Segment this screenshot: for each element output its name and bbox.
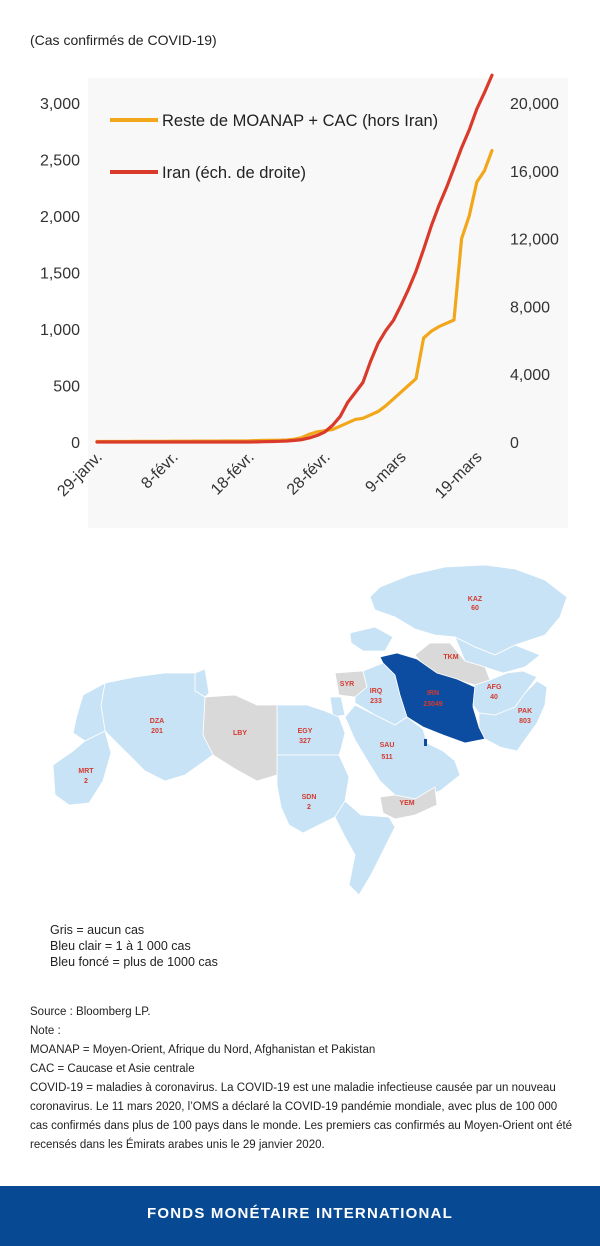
map-label-irn-value: 23049 [423, 701, 443, 708]
map-label-kaz: KAZ [468, 596, 483, 603]
map-label-pak-value: 803 [519, 718, 531, 725]
y-right-axis: 0 4,000 8,000 12,000 16,000 20,000 [510, 96, 559, 452]
map-label-yem: YEM [399, 800, 414, 807]
source-text: Source : Bloomberg LP. [30, 1006, 151, 1018]
map-label-kaz-value: 60 [471, 605, 479, 612]
map-country-sau [344, 704, 461, 800]
map-country-yem [379, 786, 438, 820]
y-left-tick-label: 2,000 [40, 209, 80, 226]
map-country-lby [202, 694, 278, 782]
y-left-tick-label: 1,000 [40, 322, 80, 339]
legend-dark-blue: Bleu foncé = plus de 1000 cas [50, 955, 218, 969]
note-moanap: MOANAP = Moyen-Orient, Afrique du Nord, … [30, 1044, 376, 1056]
map-label-syr: SYR [340, 681, 354, 688]
y-right-tick-label: 20,000 [510, 96, 559, 113]
map-country-pak [478, 680, 548, 752]
map-label-tkm: TKM [443, 654, 458, 661]
map-label-mrt-value: 2 [84, 778, 88, 785]
map-label-irq-value: 233 [370, 698, 382, 705]
y-left-tick-label: 0 [71, 435, 80, 452]
map-country-levant [329, 696, 346, 718]
y-left-tick-label: 3,000 [40, 96, 80, 113]
y-right-tick-label: 12,000 [510, 232, 559, 249]
map-country-mar [72, 682, 106, 742]
legend-label-0: Reste de MOANAP + CAC (hors Iran) [162, 112, 438, 130]
map-label-dza-value: 201 [151, 728, 163, 735]
map-country-dza [100, 672, 214, 782]
legend-label-1: Iran (éch. de droite) [162, 164, 306, 182]
map-label-dza: DZA [150, 718, 164, 725]
series-lines [95, 73, 494, 444]
y-left-tick-label: 1,500 [40, 266, 80, 283]
map-label-egy-value: 327 [299, 738, 311, 745]
note-cac: CAC = Caucase et Asie centrale [30, 1063, 195, 1075]
map-label-irq: IRQ [370, 688, 383, 695]
series-line-1 [95, 73, 494, 444]
uae-marker [424, 739, 427, 746]
note-covid: COVID-19 = maladies à coronavirus. La CO… [30, 1082, 573, 1151]
legend-light-blue: Bleu clair = 1 à 1 000 cas [50, 939, 191, 953]
y-left-tick-label: 2,500 [40, 153, 80, 170]
chart-legend: Reste de MOANAP + CAC (hors Iran) Iran (é… [110, 112, 438, 182]
plot-background [88, 78, 568, 528]
map-label-sau: SAU [380, 742, 395, 749]
chart-subtitle: (Cas confirmés de COVID-19) [30, 32, 217, 48]
region-map: KAZ 60 TKM SYR IRQ 233 IRN 23049 AFG 40 … [52, 564, 568, 896]
map-label-sdn-value: 2 [307, 804, 311, 811]
note-heading: Note : [30, 1025, 61, 1037]
y-left-tick-label: 500 [53, 379, 80, 396]
y-right-tick-label: 0 [510, 435, 519, 452]
y-right-tick-label: 4,000 [510, 367, 550, 384]
map-country-sdn [276, 754, 350, 834]
y-left-axis: 0 500 1,000 1,500 2,000 2,500 3,000 [40, 96, 80, 452]
map-label-irn: IRN [427, 690, 439, 697]
line-chart: 0 500 1,000 1,500 2,000 2,500 3,000 0 4,000 8,00… [40, 73, 568, 528]
map-country-mrt [52, 730, 112, 806]
y-right-tick-label: 8,000 [510, 299, 550, 316]
imf-footer: FONDS MONÉTAIRE INTERNATIONAL [0, 1186, 600, 1246]
map-country-kaz [369, 564, 568, 656]
y-right-tick-label: 16,000 [510, 164, 559, 181]
map-country-caucasus [349, 626, 394, 652]
map-label-sdn: SDN [302, 794, 317, 801]
map-label-afg: AFG [487, 684, 502, 691]
notes: Source : Bloomberg LP. Note : MOANAP = M… [30, 1003, 578, 1155]
map-label-mrt: MRT [78, 768, 94, 775]
map-label-lby: LBY [233, 730, 247, 737]
map-label-sau-value: 511 [381, 754, 392, 761]
map-label-afg-value: 40 [490, 694, 498, 701]
map-label-egy: EGY [298, 728, 313, 735]
legend-gray: Gris = aucun cas [50, 923, 145, 937]
map-label-pak: PAK [518, 708, 532, 715]
map-legend: Gris = aucun cas Bleu clair = 1 à 1 000 … [50, 922, 218, 970]
map-country-horn [334, 800, 396, 896]
